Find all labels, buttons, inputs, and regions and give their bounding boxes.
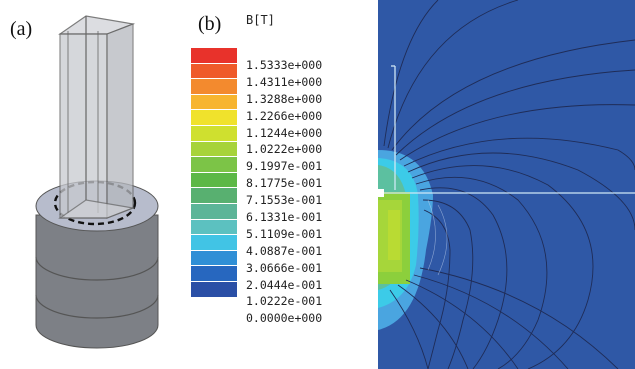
legend-value: 8.1775e-001 (246, 176, 323, 191)
legend-value: 1.2266e+000 (246, 108, 323, 123)
axis-origin-marker (378, 189, 384, 197)
inner-contours (427, 199, 448, 276)
flux-density-plot (378, 0, 635, 369)
dashed-outline (53, 180, 137, 226)
legend-swatch (191, 110, 237, 126)
panel-label-a: (a) (10, 18, 33, 40)
legend-swatch (191, 79, 237, 95)
legend-value: 1.3288e+000 (246, 91, 323, 106)
legend-title: B[T] (246, 13, 275, 27)
legend-swatch (191, 235, 237, 251)
legend-swatch (191, 281, 237, 298)
legend-value: 5.1109e-001 (246, 226, 323, 241)
legend-value: 1.4311e+000 (246, 74, 323, 89)
legend-value: 3.0666e-001 (246, 260, 323, 275)
legend-value: 4.0887e-001 (246, 243, 323, 258)
coil-seam-1 (35, 256, 159, 281)
core-pillar (58, 15, 136, 219)
legend-value: 1.0222e-001 (246, 294, 323, 309)
legend-swatch (191, 157, 237, 173)
legend-value: 6.1331e-001 (246, 210, 323, 225)
legend-swatch (191, 250, 237, 267)
legend-swatch (191, 141, 237, 158)
legend-value: 9.1997e-001 (246, 159, 323, 174)
coil-seam-2 (35, 294, 159, 319)
legend-value: 1.5333e+000 (246, 58, 323, 72)
core-coil-model (35, 15, 159, 349)
legend-value: 1.1244e+000 (246, 125, 323, 140)
coil-region-high (388, 210, 400, 260)
panel-label-b: (b) (198, 13, 222, 35)
legend-value: 0.0000e+000 (246, 311, 323, 326)
legend-swatch (191, 94, 237, 111)
legend-value: 7.1553e-001 (246, 193, 323, 208)
legend-swatch (191, 188, 237, 204)
legend-swatch (191, 172, 237, 189)
coil-body (35, 214, 159, 349)
legend-swatch (191, 63, 237, 80)
legend-values: 1.5333e+000 1.4311e+000 1.3288e+000 1.2266e… (246, 57, 322, 327)
contour-lines (383, 0, 635, 369)
legend-swatch (191, 219, 237, 236)
legend-value: 2.0444e-001 (246, 277, 323, 292)
legend-value: 1.0222e+000 (246, 142, 323, 157)
legend-color-bar (191, 48, 237, 298)
legend-swatch (191, 125, 237, 142)
legend-swatch (191, 266, 237, 282)
legend-swatch (191, 203, 237, 220)
legend-swatch (191, 48, 237, 64)
